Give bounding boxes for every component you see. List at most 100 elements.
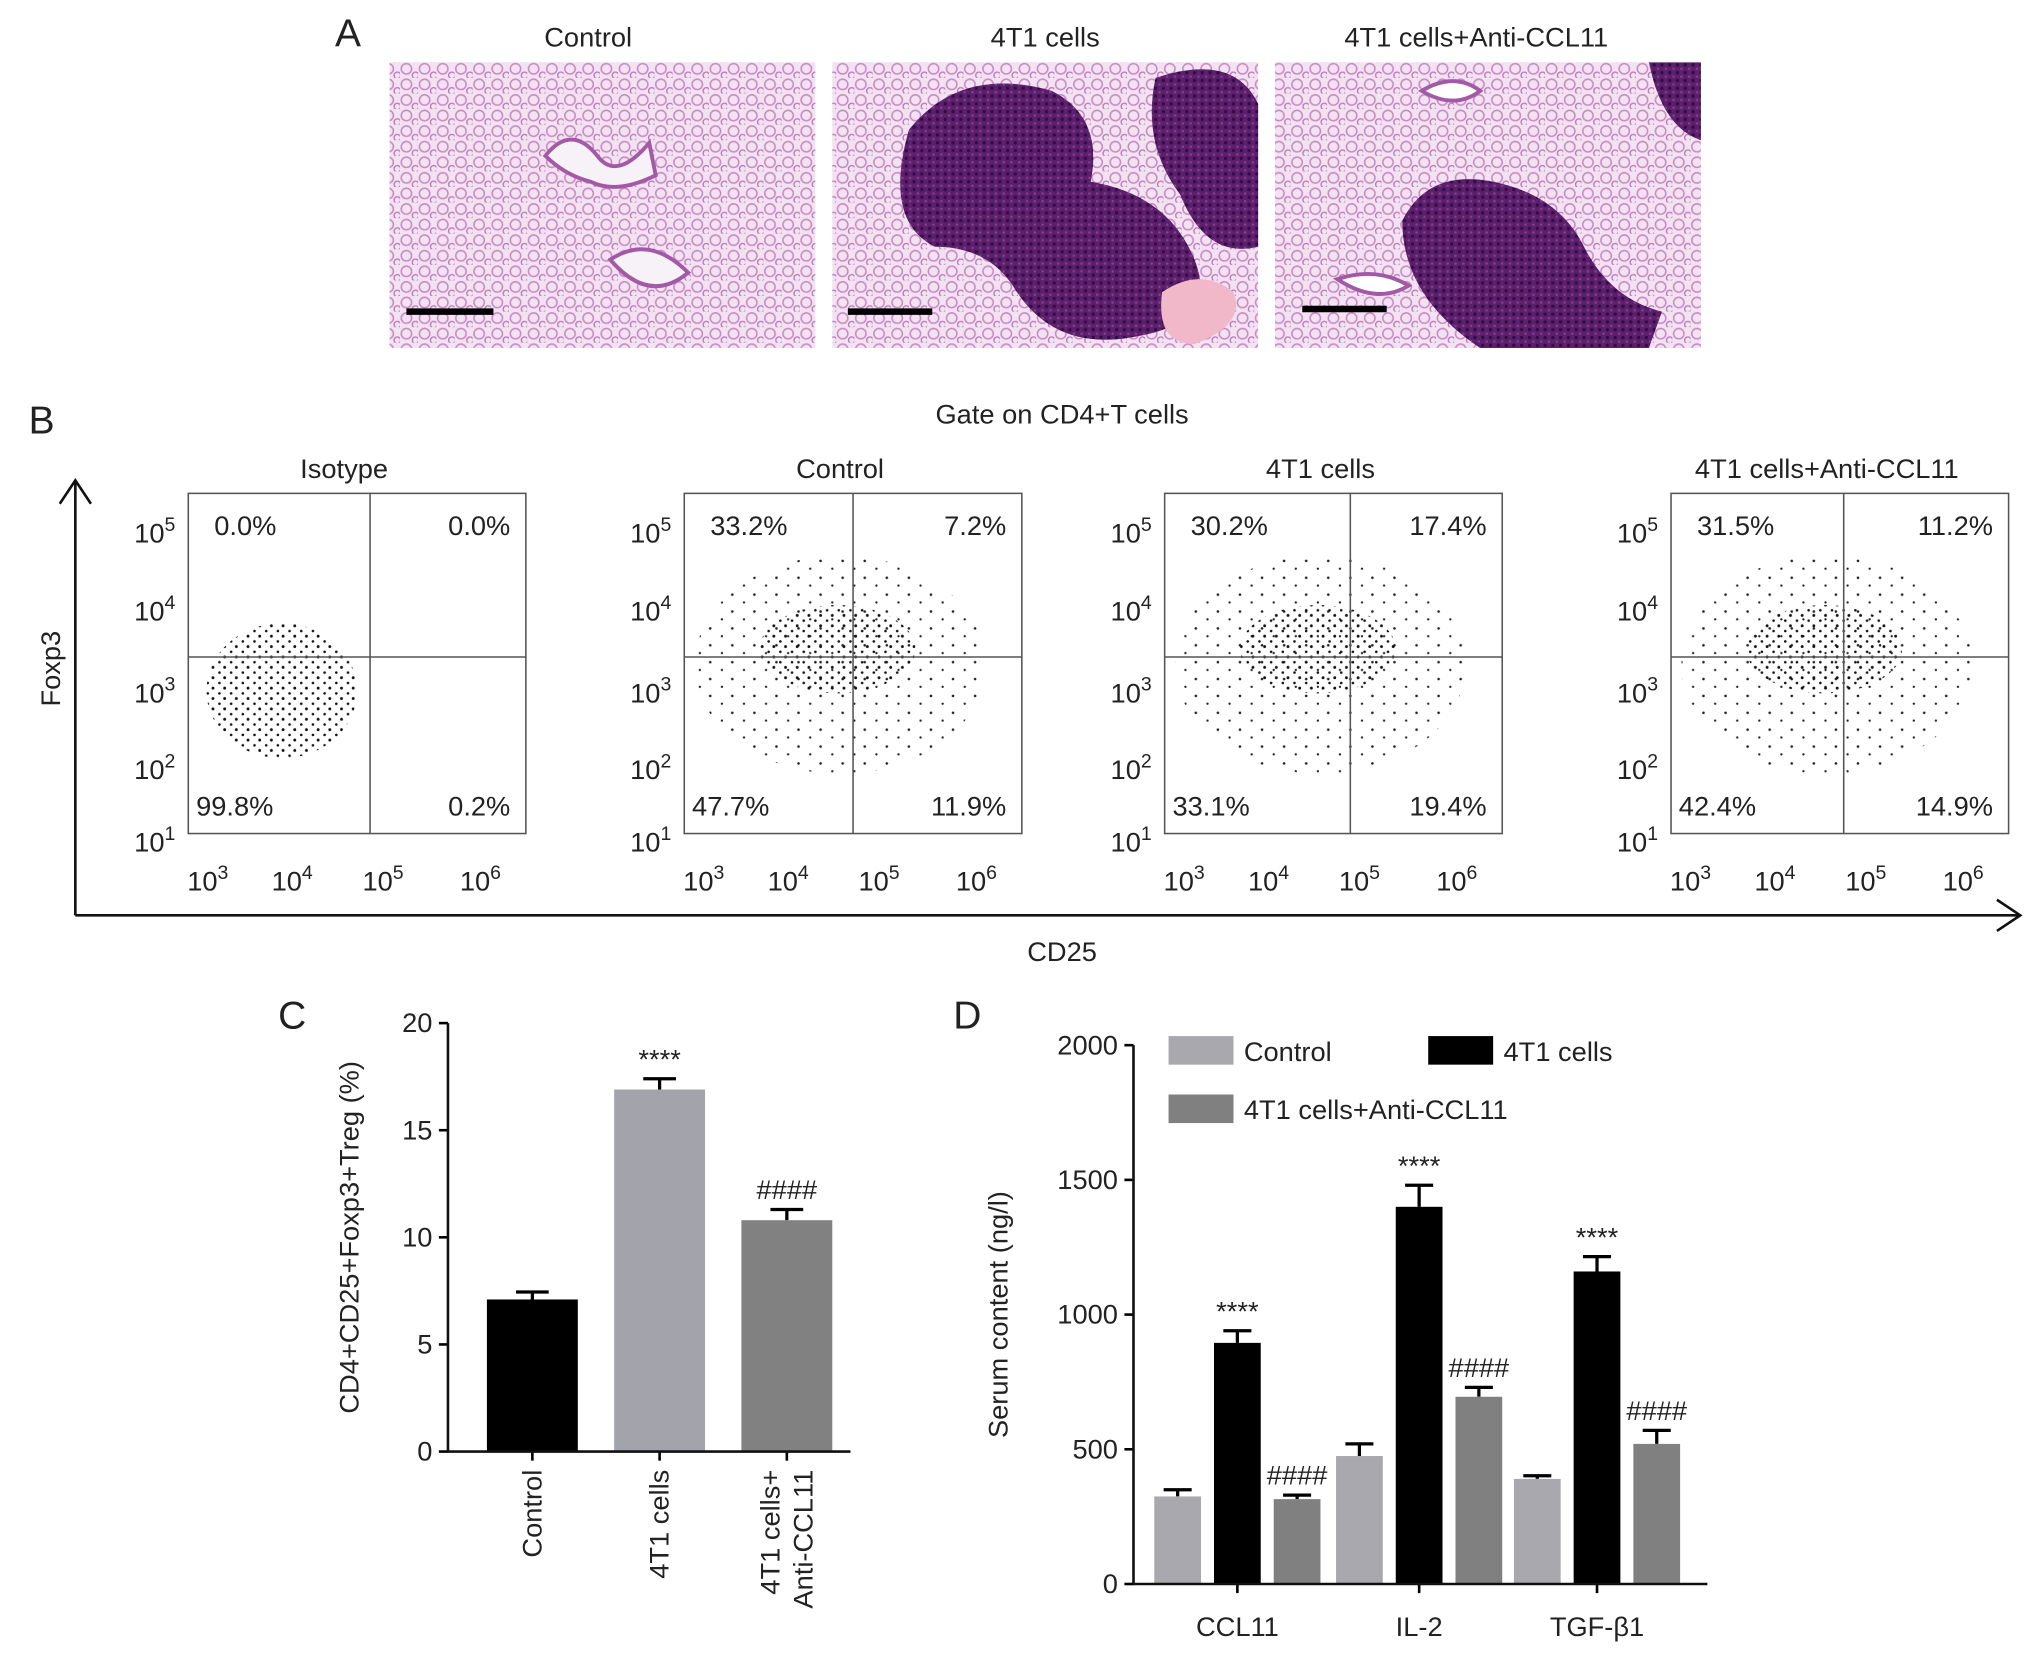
- tick-label: 103: [1670, 862, 1711, 897]
- tick-label: 104: [134, 592, 175, 627]
- error-bar: [770, 1207, 804, 1221]
- tick-exponent: 4: [1785, 862, 1796, 884]
- plot-frame: [187, 492, 527, 835]
- panel-label: A: [335, 13, 361, 56]
- error-bar: [1345, 1442, 1374, 1457]
- tick-base: 10: [134, 827, 164, 858]
- y-tick-label: 0: [417, 1436, 432, 1467]
- error-bar: [1642, 1428, 1671, 1444]
- tick-base: 10: [362, 866, 392, 897]
- axes: [1132, 1045, 1708, 1586]
- tick-label: 101: [1617, 823, 1658, 858]
- chart: C CD4+CD25+Foxp3+Treg (%) 0 5 10 15 20 Control *…: [278, 994, 851, 1609]
- significance: ****: [638, 1043, 681, 1074]
- legend-label: 4T1 cells: [1504, 1036, 1613, 1067]
- quadrant-percent: 17.4%: [1409, 510, 1486, 541]
- bar: [741, 1220, 833, 1452]
- quadrant-percent: 0.0%: [448, 510, 510, 541]
- y-axis-label: Serum content (ng/l): [983, 1191, 1014, 1438]
- tick-label: 106: [1943, 862, 1984, 897]
- tick-label: 103: [1617, 674, 1658, 709]
- tick-exponent: 2: [1141, 750, 1152, 772]
- tick-base: 10: [1617, 596, 1647, 627]
- significance: ****: [1398, 1150, 1441, 1181]
- tick-exponent: 4: [164, 592, 175, 614]
- tick-label: 104: [768, 862, 809, 897]
- tick-base: 10: [683, 866, 713, 897]
- tick-exponent: 5: [660, 514, 671, 536]
- x-tick-label: CCL11: [1196, 1611, 1279, 1642]
- tick-exponent: 6: [1973, 862, 1984, 884]
- tick-exponent: 2: [1647, 750, 1658, 772]
- tick-label: 104: [1111, 592, 1152, 627]
- histology-image: [1275, 62, 1701, 348]
- plot-title: Isotype: [300, 453, 388, 484]
- plot-title: 4T1 cells: [1266, 453, 1375, 484]
- image-title: 4T1 cells: [991, 22, 1100, 53]
- tick-base: 10: [630, 596, 660, 627]
- tick-base: 10: [1436, 866, 1466, 897]
- tick-label: 104: [1754, 862, 1795, 897]
- tick-base: 10: [1617, 827, 1647, 858]
- quadrant-percent: 7.2%: [944, 510, 1006, 541]
- quadrant-percent: 19.4%: [1409, 790, 1486, 821]
- tick-label: 103: [1164, 862, 1205, 897]
- tick-label: 105: [1111, 514, 1152, 549]
- chart: D Serum content (ng/l) 0 500 1000 1500 2000 CCL…: [953, 994, 1708, 1642]
- tick-label: 102: [630, 750, 671, 785]
- tick-exponent: 2: [660, 750, 671, 772]
- tick-base: 10: [1845, 866, 1875, 897]
- bar: [1395, 1206, 1443, 1584]
- error-bar: [1523, 1474, 1552, 1479]
- x-tick-label: 4T1 cells: [644, 1470, 675, 1579]
- tick-exponent: 6: [1467, 862, 1478, 884]
- quadrant-percent: 30.2%: [1191, 510, 1268, 541]
- x-arrow: [75, 898, 2023, 933]
- panel-label: B: [29, 400, 55, 443]
- tick-label: 103: [187, 862, 228, 897]
- tick-label: 103: [683, 862, 724, 897]
- image-title: 4T1 cells+Anti-CCL11: [1344, 22, 1608, 53]
- tick-base: 10: [1248, 866, 1278, 897]
- bar: [1154, 1496, 1202, 1584]
- dot-cloud: [1239, 605, 1396, 694]
- panel-label: D: [953, 994, 981, 1037]
- tick-base: 10: [134, 677, 164, 708]
- dot-cloud: [759, 605, 916, 694]
- x-axis-label: CD25: [1027, 936, 1097, 967]
- tick-label: 105: [1617, 514, 1658, 549]
- panel-title: Gate on CD4+T cells: [935, 398, 1188, 429]
- tick-base: 10: [134, 518, 164, 549]
- tick-exponent: 3: [1647, 674, 1658, 696]
- tick-label: 103: [134, 674, 175, 709]
- bar: [1633, 1443, 1681, 1584]
- tick-label: 105: [1339, 862, 1380, 897]
- tick-exponent: 1: [1141, 823, 1152, 845]
- tick-label: 106: [1436, 862, 1477, 897]
- tick-base: 10: [1111, 754, 1141, 785]
- dot-cloud: [1746, 605, 1903, 694]
- tick-label: 104: [630, 592, 671, 627]
- plot-title: 4T1 cells+Anti-CCL11: [1695, 453, 1959, 484]
- y-arrow: [58, 478, 93, 916]
- error-bar: [643, 1077, 676, 1090]
- tick-label: 101: [1111, 823, 1152, 858]
- tick-exponent: 1: [1647, 823, 1658, 845]
- quadrant-percent: 14.9%: [1916, 790, 1993, 821]
- x-tick-label: TGF-β1: [1550, 1611, 1644, 1642]
- tick-exponent: 3: [660, 674, 671, 696]
- tick-base: 10: [1670, 866, 1700, 897]
- tick-base: 10: [858, 866, 888, 897]
- tick-base: 10: [1111, 677, 1141, 708]
- y-tick-label: 1000: [1057, 1299, 1118, 1330]
- tick-exponent: 3: [713, 862, 724, 884]
- significance: ****: [1216, 1295, 1259, 1326]
- quadrant-percent: 99.8%: [196, 790, 273, 821]
- tick-exponent: 4: [302, 862, 313, 884]
- tick-exponent: 1: [164, 823, 175, 845]
- y-tick-label: 10: [402, 1221, 432, 1252]
- tick-label: 104: [272, 862, 313, 897]
- histology-image: [389, 62, 816, 348]
